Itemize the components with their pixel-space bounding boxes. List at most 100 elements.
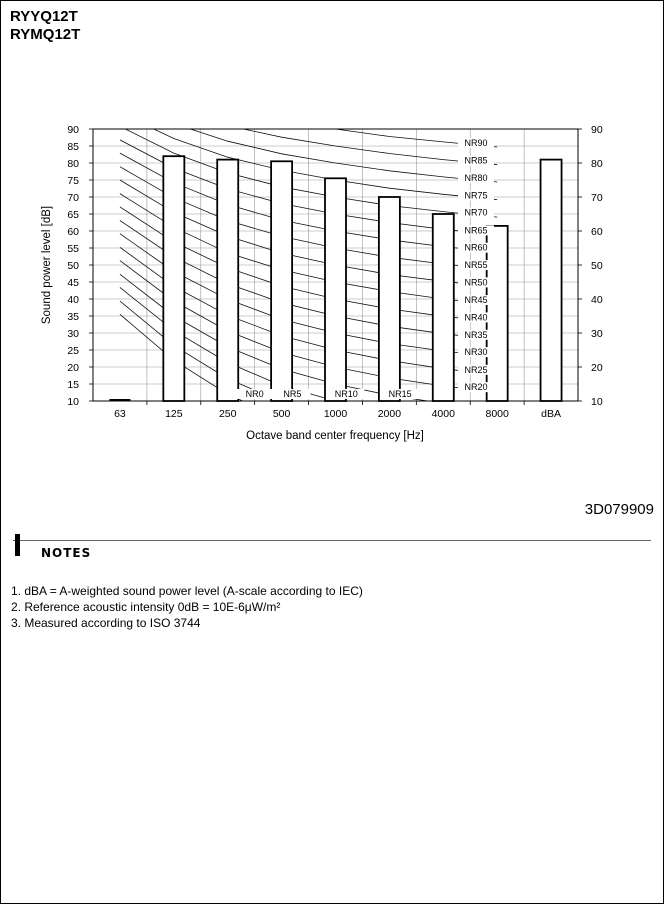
nr-curve-label-bg — [458, 155, 494, 166]
nr-curve-label: NR0 — [246, 389, 264, 399]
x-tick-label: 500 — [273, 408, 291, 420]
right-y-tick-label: 90 — [591, 124, 603, 136]
model-name: RYYQ12T — [10, 8, 78, 25]
right-y-tick-label: 20 — [591, 362, 603, 374]
nr-curve-label: NR55 — [464, 260, 487, 270]
nr-curve-label-bg — [458, 364, 494, 375]
nr-curve-label-bg — [458, 207, 494, 218]
nr-curve-label: NR80 — [464, 173, 487, 183]
nr-curve-label-bg — [458, 260, 494, 271]
bar — [431, 213, 455, 402]
y-tick-label: 80 — [67, 158, 79, 170]
nr-curve-label: NR85 — [464, 156, 487, 166]
bar — [162, 155, 186, 402]
x-tick-label: 4000 — [432, 408, 456, 420]
notes-marker — [15, 534, 20, 556]
y-tick-label: 60 — [67, 226, 79, 238]
note-item: 1. dBA = A-weighted sound power level (A… — [11, 584, 363, 598]
nr-curve-label: NR5 — [283, 389, 301, 399]
x-tick-label: 63 — [114, 408, 126, 420]
document-number: 3D079909 — [584, 501, 654, 518]
y-tick-label: 75 — [67, 175, 79, 187]
right-y-tick-label: 50 — [591, 260, 603, 272]
y-tick-label: 10 — [67, 396, 79, 408]
nr-curve-label-bg — [458, 347, 494, 358]
model-name: RYMQ12T — [10, 26, 81, 43]
model-names: RYYQ12T RYMQ12T — [10, 8, 80, 44]
nr-curve-label: NR70 — [464, 208, 487, 218]
y-tick-label: 20 — [67, 362, 79, 374]
y-tick-label: 90 — [67, 124, 79, 136]
axes: 10 15 20 25 30 35 40 45 50 55 60 65 70 75 80 85 90 10 20 30… — [67, 124, 603, 420]
x-axis-title: Octave band center frequency [Hz] — [246, 430, 424, 442]
y-tick-label: 25 — [67, 345, 79, 357]
right-y-tick-label: 40 — [591, 294, 603, 306]
bar — [216, 158, 240, 402]
note-item: 2. Reference acoustic intensity 0dB = 10… — [11, 600, 281, 614]
nr-curve — [332, 129, 498, 148]
nr-curve-label-bg — [458, 295, 494, 306]
nr-curve-label-bg — [458, 329, 494, 340]
bar — [324, 177, 347, 402]
nr-curve-label: NR45 — [464, 295, 487, 305]
nr-curve-label-bg — [236, 389, 273, 399]
nr-curve-label: NR50 — [464, 277, 487, 287]
x-tick-label: dBA — [541, 408, 561, 420]
x-tick-label: 250 — [219, 408, 237, 420]
bar — [377, 196, 401, 402]
nr-curve-label-bg — [458, 225, 494, 236]
nr-curve-label-bg — [458, 382, 494, 393]
nr-curve-label: NR35 — [464, 330, 487, 340]
nr-curve — [189, 129, 498, 183]
nr-curve-label-bg — [458, 137, 494, 148]
sound-power-chart: NR0 NR5 NR10 NR15 NR20 NR25 NR30 NR35 NR40 NR45 NR… — [41, 124, 603, 442]
nr-curve-label: NR40 — [464, 312, 487, 322]
bars — [109, 155, 563, 402]
x-tick-label: 8000 — [485, 408, 509, 420]
y-tick-label: 50 — [67, 260, 79, 272]
right-y-tick-label: 30 — [591, 328, 603, 340]
nr-curve-label: NR20 — [464, 382, 487, 392]
notes-list: 1. dBA = A-weighted sound power level (A… — [11, 583, 363, 631]
y-tick-label: 55 — [67, 243, 79, 255]
right-y-tick-label: 70 — [591, 192, 603, 204]
nr-curve-label-bg — [458, 277, 494, 288]
nr-curve-label: NR15 — [389, 389, 412, 399]
nr-curve-label: NR30 — [464, 347, 487, 357]
right-y-tick-label: 10 — [591, 396, 603, 408]
y-tick-label: 15 — [67, 379, 79, 391]
nr-curve-label-bg — [458, 190, 494, 201]
y-axis-title: Sound power level [dB] — [41, 206, 53, 324]
nr-curve-label: NR90 — [464, 138, 487, 148]
nr-curve-label-bg — [274, 389, 311, 399]
x-tick-label: 2000 — [378, 408, 402, 420]
y-tick-label: 40 — [67, 294, 79, 306]
y-tick-label: 30 — [67, 328, 79, 340]
right-y-tick-label: 60 — [591, 226, 603, 238]
nr-curve-label-bg — [458, 242, 494, 253]
nr-curve-labels: NR0 NR5 NR10 NR15 NR20 NR25 NR30 NR35 NR40 NR45 NR… — [236, 137, 494, 399]
y-tick-label: 35 — [67, 311, 79, 323]
nr-curve-label: NR25 — [464, 365, 487, 375]
note-item: 3. Measured according to ISO 3744 — [11, 616, 201, 630]
right-y-tick-label: 80 — [591, 158, 603, 170]
nr-curve — [241, 129, 498, 166]
section-divider — [13, 540, 651, 541]
nr-curve-label-bg — [382, 389, 419, 399]
bar — [539, 158, 563, 402]
nr-curve-label-bg — [458, 172, 494, 183]
bar — [270, 160, 294, 402]
y-tick-label: 45 — [67, 277, 79, 289]
nr-curve-label: NR10 — [335, 389, 358, 399]
nr-curve-label-bg — [458, 312, 494, 323]
nr-curve-label: NR75 — [464, 190, 487, 200]
nr-curve-label: NR65 — [464, 225, 487, 235]
notes-title: NOTES — [41, 546, 92, 560]
y-tick-label: 65 — [67, 209, 79, 221]
nr-curve-label: NR60 — [464, 243, 487, 253]
y-tick-label: 70 — [67, 192, 79, 204]
x-tick-label: 1000 — [324, 408, 348, 420]
nr-curve-label-bg — [328, 389, 365, 399]
y-tick-label: 85 — [67, 141, 79, 153]
